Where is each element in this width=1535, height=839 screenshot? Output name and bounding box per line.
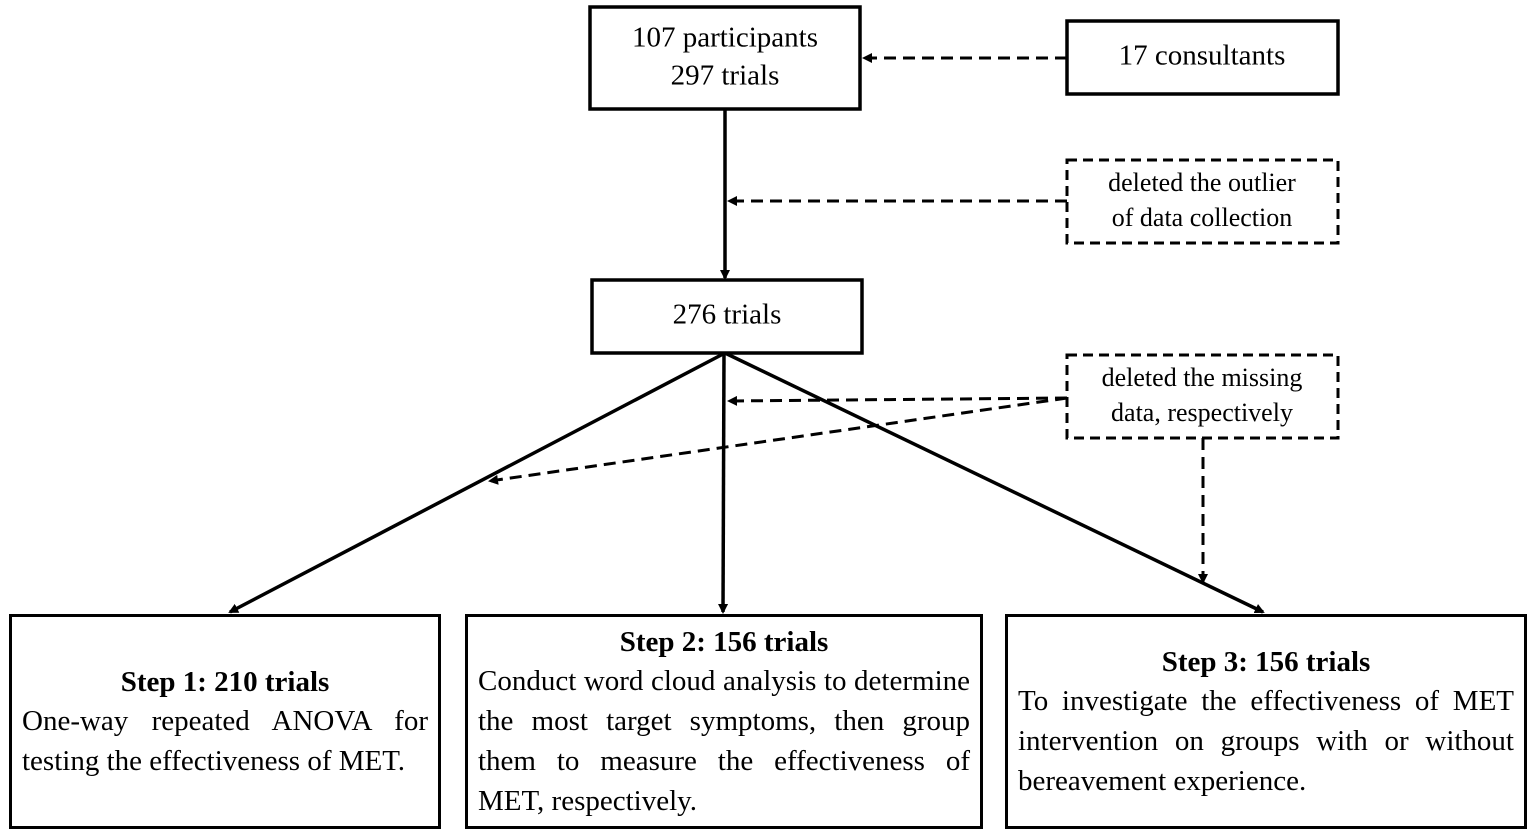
node-text: 276 trials: [673, 299, 782, 331]
note-box: [1065, 353, 1340, 440]
note-text: deleted the outlier: [1108, 168, 1296, 197]
arrow: [718, 352, 729, 614]
note-box: [1065, 158, 1340, 245]
arrow: [724, 351, 1265, 614]
step-box: Step 2: 156 trials Conduct word cloud an…: [465, 614, 983, 829]
node-text: 107 participants: [632, 22, 818, 54]
step-text: One-way repeated ANOVA for testing the e…: [22, 704, 428, 777]
step-box: Step 3: 156 trials To investigate the ef…: [1005, 614, 1527, 829]
dashed-arrow: [488, 396, 1068, 485]
step-text: To investigate the effectiveness of MET …: [1018, 684, 1514, 797]
note-text: data, respectively: [1111, 398, 1293, 427]
dashed-arrow: [727, 395, 1068, 406]
note-text: deleted the missing: [1102, 363, 1303, 392]
node-box: [1065, 19, 1340, 96]
step-title: Step 1: 210 trials: [120, 665, 330, 698]
step-title: Step 2: 156 trials: [619, 625, 829, 658]
arrow: [228, 351, 726, 614]
note-text: of data collection: [1112, 203, 1292, 232]
step-text: Conduct word cloud analysis to determine…: [478, 664, 970, 817]
node-box: [588, 5, 862, 111]
step-title: Step 3: 156 trials: [1161, 645, 1371, 678]
node-text: 17 consultants: [1119, 40, 1286, 72]
node-box: [590, 278, 864, 355]
node-text: 297 trials: [671, 60, 780, 92]
step-box: Step 1: 210 trials One-way repeated ANOV…: [9, 614, 441, 829]
